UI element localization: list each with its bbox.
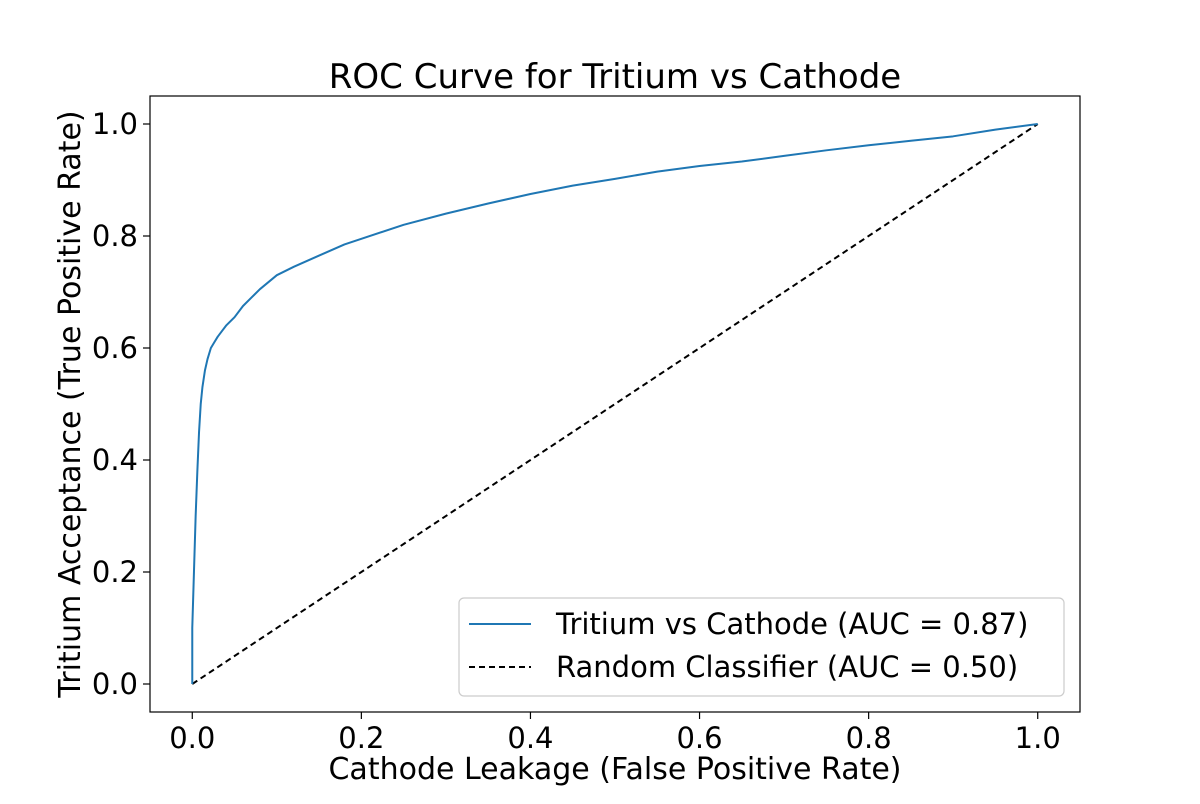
y-tick-label: 0.8 [92, 219, 138, 253]
legend: Tritium vs Cathode (AUC = 0.87) Random C… [458, 597, 1065, 697]
x-tick-label: 0.2 [338, 721, 384, 755]
chart-title: ROC Curve for Tritium vs Cathode [329, 57, 901, 97]
legend-label-roc: Tritium vs Cathode (AUC = 0.87) [555, 607, 1028, 641]
y-tick-label: 0.2 [92, 555, 138, 589]
series-line-roc [191, 123, 1038, 684]
legend-label-random: Random Classifier (AUC = 0.50) [556, 650, 1018, 684]
x-tick-label: 0.6 [676, 721, 722, 755]
x-tick-label: 0.4 [507, 721, 553, 755]
x-axis-ticks: 0.0 0.2 0.4 0.6 0.8 1.0 [169, 712, 1061, 755]
legend-frame [458, 597, 1065, 697]
y-tick-label: 0.4 [92, 443, 138, 477]
axes-frame [149, 95, 1081, 713]
y-axis-label: Tritium Acceptance (True Positive Rate) [53, 110, 88, 698]
x-tick-label: 1.0 [1015, 721, 1061, 755]
y-tick-label: 0.0 [92, 667, 138, 701]
y-tick-label: 1.0 [92, 107, 138, 141]
y-tick-label: 0.6 [92, 331, 138, 365]
x-axis-label: Cathode Leakage (False Positive Rate) [328, 752, 901, 787]
y-axis-ticks: 0.0 0.2 0.4 0.6 0.8 1.0 [92, 107, 150, 701]
series-line-random [191, 123, 1039, 685]
x-tick-label: 0.0 [169, 721, 215, 755]
plot-area [191, 123, 1039, 685]
x-tick-label: 0.8 [846, 721, 892, 755]
